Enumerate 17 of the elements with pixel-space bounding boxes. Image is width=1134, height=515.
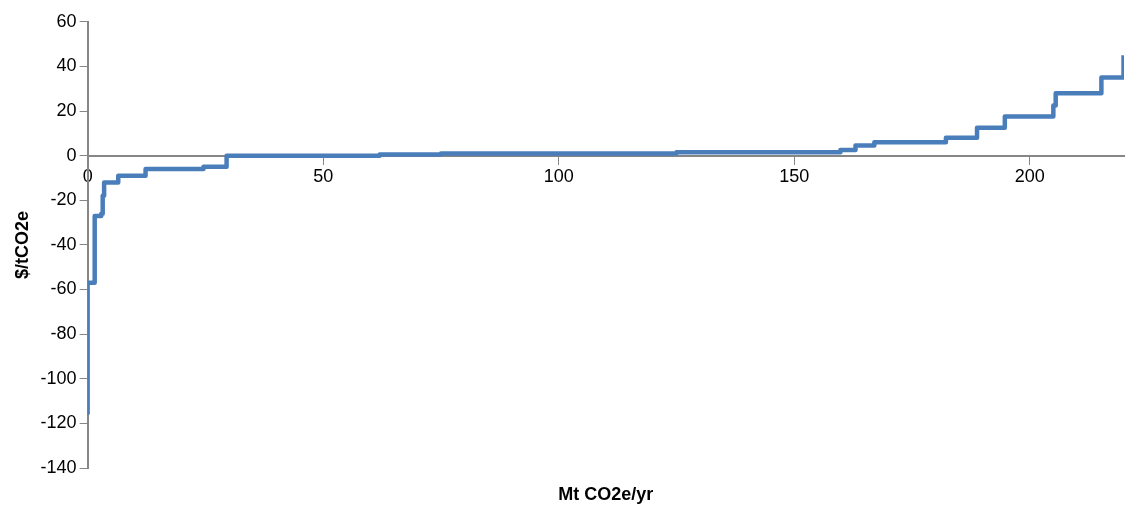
y-tick-label: 60 (56, 10, 77, 31)
x-tick-label: 150 (779, 166, 810, 187)
y-tick-label: -40 (50, 233, 77, 254)
y-tick-label: -20 (50, 189, 77, 210)
x-tick-label: 50 (313, 166, 334, 187)
x-tick-label: 100 (543, 166, 574, 187)
y-tick-label: -140 (40, 456, 77, 477)
y-tick-label: -120 (40, 412, 77, 433)
y-tick-label: 0 (66, 144, 77, 165)
y-axis-title: $/tCO2e (11, 210, 32, 279)
y-tick-label: 20 (56, 100, 77, 121)
y-tick-label: -60 (50, 278, 77, 299)
x-tick-label: 200 (1014, 166, 1045, 187)
y-tick-label: -100 (40, 367, 77, 388)
x-axis-title: Mt CO2e/yr (558, 484, 654, 504)
y-tick-label: -80 (50, 323, 77, 344)
y-tick-label: 40 (56, 55, 77, 76)
